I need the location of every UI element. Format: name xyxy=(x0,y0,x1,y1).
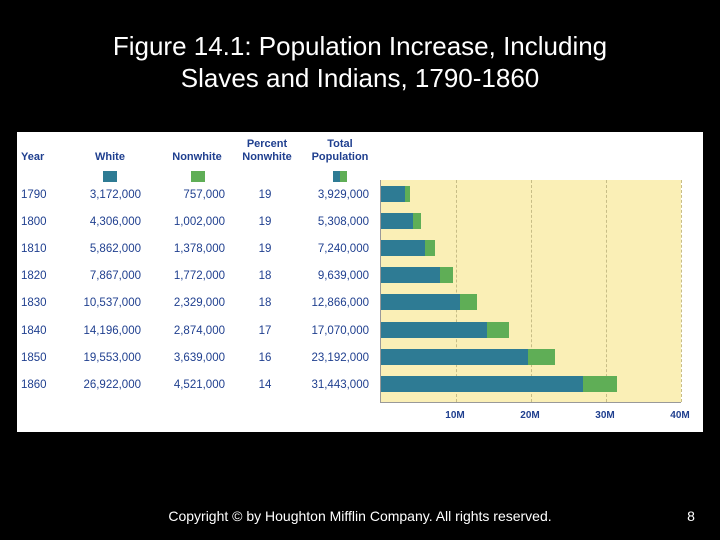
header-percent-line2: Nonwhite xyxy=(242,151,292,163)
white-cell: 3,172,000 xyxy=(89,189,141,201)
total-cell: 3,929,000 xyxy=(317,189,369,201)
bar-white-1800 xyxy=(381,213,414,230)
title-line-2: Slaves and Indians, 1790-1860 xyxy=(180,63,540,93)
year-cell: 1790 xyxy=(21,189,47,201)
year-cell: 1810 xyxy=(21,243,47,256)
year-cell: 1850 xyxy=(21,351,47,364)
total-cell: 31,443,000 xyxy=(311,378,369,391)
nonwhite-cell: 2,874,000 xyxy=(173,324,225,337)
year-cell: 1830 xyxy=(21,297,47,310)
bar-nonwhite-1800 xyxy=(413,213,421,230)
bar-nonwhite-1790 xyxy=(404,186,411,202)
gridline xyxy=(681,180,682,402)
year-cell: 1800 xyxy=(21,216,47,229)
figure-panel: Year White Nonwhite Percent Nonwhite Tot… xyxy=(17,132,703,432)
bar-white-1860 xyxy=(381,375,583,392)
x-tick-label: 30M xyxy=(595,410,615,421)
white-cell: 14,196,000 xyxy=(83,324,141,337)
bar-white-1810 xyxy=(381,240,425,257)
percent-cell: 19 xyxy=(258,189,272,201)
nonwhite-cell: 1,002,000 xyxy=(173,216,225,229)
bar-white-1840 xyxy=(381,321,488,338)
nonwhite-cell: 1,772,000 xyxy=(173,270,225,283)
x-tick-label: 10M xyxy=(445,410,465,421)
header-total-line1: Total xyxy=(327,138,353,150)
x-tick-label: 40M xyxy=(670,410,690,421)
total-cell: 12,866,000 xyxy=(311,297,369,310)
page-number: 8 xyxy=(687,508,695,524)
percent-cell: 18 xyxy=(258,270,272,283)
white-cell: 26,922,000 xyxy=(83,378,141,391)
legend-total-white-swatch xyxy=(333,171,340,182)
legend-nonwhite-swatch xyxy=(191,171,205,182)
bar-nonwhite-1860 xyxy=(582,375,617,392)
nonwhite-cell: 4,521,000 xyxy=(173,378,225,391)
slide-title: Figure 14.1: Population Increase, Includ… xyxy=(0,30,720,94)
bar-chart xyxy=(380,180,682,403)
total-cell: 5,308,000 xyxy=(317,216,369,229)
nonwhite-cell: 3,639,000 xyxy=(173,351,225,364)
total-cell: 9,639,000 xyxy=(317,270,369,283)
percent-cell: 19 xyxy=(258,243,272,256)
header-total-population: Total Population xyxy=(309,138,371,164)
percent-cell: 17 xyxy=(258,324,272,337)
legend-white-swatch xyxy=(103,171,117,182)
bar-nonwhite-1810 xyxy=(424,240,436,257)
percent-cell: 19 xyxy=(258,216,272,229)
header-percent-line1: Percent xyxy=(246,138,288,150)
nonwhite-cell: 2,329,000 xyxy=(173,297,225,310)
white-cell: 19,553,000 xyxy=(83,351,141,364)
header-nonwhite: Nonwhite xyxy=(172,151,222,163)
total-cell: 23,192,000 xyxy=(311,351,369,364)
total-cell: 17,070,000 xyxy=(311,324,369,337)
copyright-notice: Copyright © by Houghton Mifflin Company.… xyxy=(168,508,552,524)
year-cell: 1820 xyxy=(21,270,47,283)
white-cell: 10,537,000 xyxy=(83,297,141,310)
header-white: White xyxy=(95,151,125,163)
white-cell: 5,862,000 xyxy=(89,243,141,256)
bar-nonwhite-1830 xyxy=(460,294,478,311)
bar-white-1850 xyxy=(381,348,528,365)
bar-nonwhite-1820 xyxy=(440,267,454,284)
header-total-line2: Population xyxy=(311,151,369,163)
total-cell: 7,240,000 xyxy=(317,243,369,256)
header-year: Year xyxy=(21,151,45,163)
bar-white-1790 xyxy=(381,186,405,202)
bar-nonwhite-1840 xyxy=(487,321,510,338)
nonwhite-cell: 1,378,000 xyxy=(173,243,225,256)
percent-cell: 14 xyxy=(258,378,272,391)
x-tick-label: 20M xyxy=(520,410,540,421)
white-cell: 4,306,000 xyxy=(89,216,141,229)
nonwhite-cell: 757,000 xyxy=(183,189,225,201)
legend-total-nonwhite-swatch xyxy=(340,171,347,182)
year-cell: 1840 xyxy=(21,324,47,337)
title-line-1: Figure 14.1: Population Increase, Includ… xyxy=(112,31,608,61)
year-cell: 1860 xyxy=(21,378,47,391)
percent-cell: 18 xyxy=(258,297,272,310)
gridline xyxy=(456,180,457,402)
gridline xyxy=(531,180,532,402)
bar-nonwhite-1850 xyxy=(527,348,555,365)
bar-white-1820 xyxy=(381,267,440,284)
white-cell: 7,867,000 xyxy=(89,270,141,283)
bar-white-1830 xyxy=(381,294,461,311)
header-percent-nonwhite: Percent Nonwhite xyxy=(239,138,295,164)
percent-cell: 16 xyxy=(258,351,272,364)
gridline xyxy=(606,180,607,402)
